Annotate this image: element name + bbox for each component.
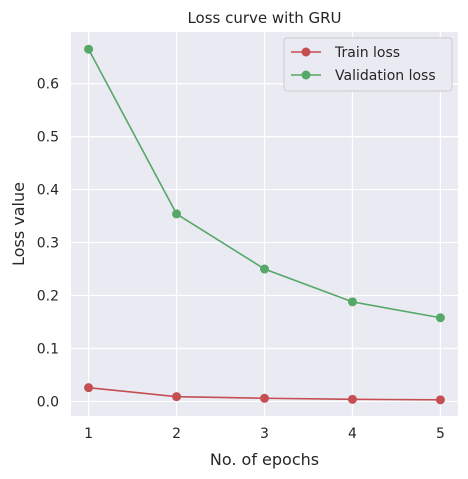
y-axis-label: Loss value: [9, 182, 28, 266]
legend-validation-label: Validation loss: [335, 68, 436, 84]
legend-train-marker: [301, 47, 311, 57]
train-loss-series: [84, 383, 445, 405]
y-tick-label: 0.4: [37, 183, 59, 199]
legend-entry-train: Train loss: [291, 45, 400, 61]
train-loss-point: [347, 394, 357, 404]
train-loss-point: [435, 395, 445, 405]
train-loss-point: [260, 393, 269, 403]
validation-loss-series: [84, 44, 445, 323]
x-axis-label: No. of epochs: [210, 450, 319, 469]
validation-loss-point: [435, 313, 445, 323]
y-tick-label: 0.6: [37, 77, 59, 93]
chart-title: Loss curve with GRU: [187, 9, 341, 27]
legend-validation-marker: [301, 70, 311, 80]
series-layer: [84, 44, 445, 405]
x-tick-label: 2: [172, 426, 181, 442]
legend-train-label: Train loss: [334, 45, 400, 61]
legend-box: [283, 37, 453, 92]
train-loss-point: [172, 392, 182, 402]
y-tick-label: 0.1: [37, 341, 59, 357]
grid-lines: [71, 32, 458, 416]
y-tick-label: 0.0: [37, 394, 59, 410]
x-tick-label: 1: [84, 426, 93, 442]
x-tick-label: 3: [260, 426, 269, 442]
y-tick-label: 0.2: [37, 289, 59, 305]
validation-loss-point: [84, 44, 94, 54]
x-tick-label: 4: [348, 426, 357, 442]
legend: Train loss Validation loss: [283, 37, 453, 92]
validation-loss-point: [347, 297, 357, 307]
validation-loss-point: [172, 209, 182, 219]
x-tick-label: 5: [436, 426, 445, 442]
train-loss-point: [84, 383, 94, 393]
y-tick-label: 0.3: [37, 236, 59, 252]
validation-loss-point: [260, 264, 269, 274]
tick-labels: 1 2 3 4 5 0.0 0.1 0.2 0.3 0.4 0.5 0.6: [37, 77, 445, 442]
y-tick-label: 0.5: [37, 130, 59, 146]
legend-entry-validation: Validation loss: [291, 68, 436, 84]
